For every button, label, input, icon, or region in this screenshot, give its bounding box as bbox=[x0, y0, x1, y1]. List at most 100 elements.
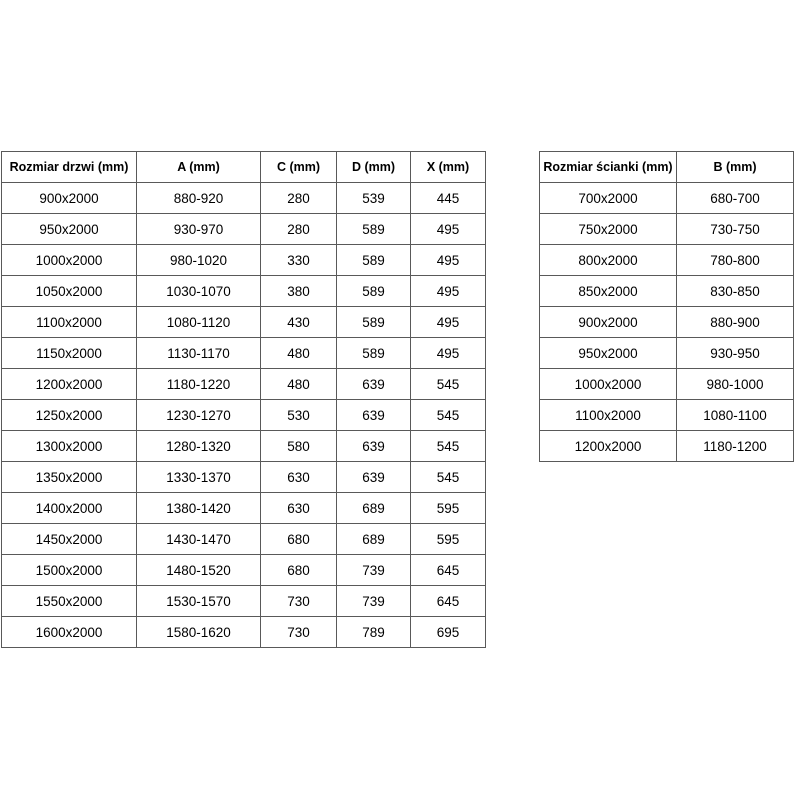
table-cell: 495 bbox=[410, 337, 486, 369]
table-cell: 800x2000 bbox=[539, 244, 677, 276]
table-cell: 630 bbox=[260, 492, 337, 524]
column-header: B (mm) bbox=[676, 151, 794, 183]
table-cell: 1450x2000 bbox=[1, 523, 137, 555]
table-cell: 730 bbox=[260, 585, 337, 617]
table-cell: 780-800 bbox=[676, 244, 794, 276]
table-cell: 1080-1120 bbox=[136, 306, 261, 338]
table-cell: 1180-1200 bbox=[676, 430, 794, 462]
door-sizes-table: Rozmiar drzwi (mm) A (mm) C (mm) D (mm) X (m… bbox=[1, 151, 486, 648]
table-cell: 1300x2000 bbox=[1, 430, 137, 462]
table-cell: 1530-1570 bbox=[136, 585, 261, 617]
table-cell: 1580-1620 bbox=[136, 616, 261, 648]
table-cell: 595 bbox=[410, 492, 486, 524]
table-cell: 1250x2000 bbox=[1, 399, 137, 431]
table-cell: 580 bbox=[260, 430, 337, 462]
table-cell: 495 bbox=[410, 244, 486, 276]
table-cell: 739 bbox=[336, 554, 411, 586]
table-cell: 830-850 bbox=[676, 275, 794, 307]
table-cell: 695 bbox=[410, 616, 486, 648]
table-cell: 980-1000 bbox=[676, 368, 794, 400]
column-header: A (mm) bbox=[136, 151, 261, 183]
table-cell: 689 bbox=[336, 523, 411, 555]
table-row: 1550x2000 1530-1570 730 739 645 bbox=[1, 585, 486, 617]
table-cell: 1050x2000 bbox=[1, 275, 137, 307]
column-header: X (mm) bbox=[410, 151, 486, 183]
table-cell: 1100x2000 bbox=[539, 399, 677, 431]
table-cell: 480 bbox=[260, 337, 337, 369]
table-cell: 1380-1420 bbox=[136, 492, 261, 524]
table-row: 1600x2000 1580-1620 730 789 695 bbox=[1, 616, 486, 648]
table-cell: 445 bbox=[410, 182, 486, 214]
table-row: 1200x2000 1180-1220 480 639 545 bbox=[1, 368, 486, 400]
table-row: 750x2000 730-750 bbox=[539, 213, 794, 245]
table-cell: 480 bbox=[260, 368, 337, 400]
table-cell: 1030-1070 bbox=[136, 275, 261, 307]
table-cell: 1130-1170 bbox=[136, 337, 261, 369]
table-cell: 680 bbox=[260, 523, 337, 555]
table-cell: 880-900 bbox=[676, 306, 794, 338]
table-cell: 589 bbox=[336, 306, 411, 338]
table-row: 700x2000 680-700 bbox=[539, 182, 794, 214]
table-cell: 645 bbox=[410, 554, 486, 586]
table-cell: 539 bbox=[336, 182, 411, 214]
table-cell: 850x2000 bbox=[539, 275, 677, 307]
table-cell: 1480-1520 bbox=[136, 554, 261, 586]
table-cell: 645 bbox=[410, 585, 486, 617]
table-row: 1500x2000 1480-1520 680 739 645 bbox=[1, 554, 486, 586]
table-cell: 639 bbox=[336, 430, 411, 462]
table-cell: 689 bbox=[336, 492, 411, 524]
table-cell: 1600x2000 bbox=[1, 616, 137, 648]
table-cell: 700x2000 bbox=[539, 182, 677, 214]
table-cell: 545 bbox=[410, 368, 486, 400]
table-cell: 280 bbox=[260, 182, 337, 214]
table-cell: 639 bbox=[336, 368, 411, 400]
table-cell: 380 bbox=[260, 275, 337, 307]
table-cell: 589 bbox=[336, 244, 411, 276]
table-row: 1000x2000 980-1020 330 589 495 bbox=[1, 244, 486, 276]
table-row: 900x2000 880-920 280 539 445 bbox=[1, 182, 486, 214]
table-row: 1450x2000 1430-1470 680 689 595 bbox=[1, 523, 486, 555]
table-cell: 545 bbox=[410, 399, 486, 431]
table-cell: 900x2000 bbox=[1, 182, 137, 214]
table-row: 1000x2000 980-1000 bbox=[539, 368, 794, 400]
table-cell: 900x2000 bbox=[539, 306, 677, 338]
table-cell: 495 bbox=[410, 275, 486, 307]
table-cell: 1080-1100 bbox=[676, 399, 794, 431]
header-row: Rozmiar drzwi (mm) A (mm) C (mm) D (mm) X (m… bbox=[1, 151, 486, 183]
table-row: 1100x2000 1080-1120 430 589 495 bbox=[1, 306, 486, 338]
table-cell: 589 bbox=[336, 275, 411, 307]
wall-sizes-table: Rozmiar ścianki (mm) B (mm) 700x2000 680-70… bbox=[539, 151, 794, 462]
table-cell: 950x2000 bbox=[539, 337, 677, 369]
table-cell: 630 bbox=[260, 461, 337, 493]
table-cell: 430 bbox=[260, 306, 337, 338]
header-row: Rozmiar ścianki (mm) B (mm) bbox=[539, 151, 794, 183]
table-cell: 980-1020 bbox=[136, 244, 261, 276]
table-cell: 589 bbox=[336, 337, 411, 369]
table-cell: 730 bbox=[260, 616, 337, 648]
table-cell: 930-950 bbox=[676, 337, 794, 369]
table-row: 1100x2000 1080-1100 bbox=[539, 399, 794, 431]
table-cell: 1200x2000 bbox=[1, 368, 137, 400]
table-cell: 950x2000 bbox=[1, 213, 137, 245]
table-cell: 750x2000 bbox=[539, 213, 677, 245]
table-cell: 739 bbox=[336, 585, 411, 617]
table-cell: 1500x2000 bbox=[1, 554, 137, 586]
table-cell: 1350x2000 bbox=[1, 461, 137, 493]
table-cell: 1000x2000 bbox=[539, 368, 677, 400]
table-row: 1250x2000 1230-1270 530 639 545 bbox=[1, 399, 486, 431]
table-cell: 495 bbox=[410, 306, 486, 338]
table-cell: 1200x2000 bbox=[539, 430, 677, 462]
column-header: C (mm) bbox=[260, 151, 337, 183]
table-cell: 280 bbox=[260, 213, 337, 245]
table-row: 900x2000 880-900 bbox=[539, 306, 794, 338]
table-cell: 680-700 bbox=[676, 182, 794, 214]
table-cell: 1550x2000 bbox=[1, 585, 137, 617]
table-cell: 589 bbox=[336, 213, 411, 245]
table-row: 1050x2000 1030-1070 380 589 495 bbox=[1, 275, 486, 307]
table-cell: 545 bbox=[410, 461, 486, 493]
table-row: 1300x2000 1280-1320 580 639 545 bbox=[1, 430, 486, 462]
column-header: Rozmiar drzwi (mm) bbox=[1, 151, 137, 183]
table-row: 850x2000 830-850 bbox=[539, 275, 794, 307]
table-cell: 930-970 bbox=[136, 213, 261, 245]
table-cell: 330 bbox=[260, 244, 337, 276]
